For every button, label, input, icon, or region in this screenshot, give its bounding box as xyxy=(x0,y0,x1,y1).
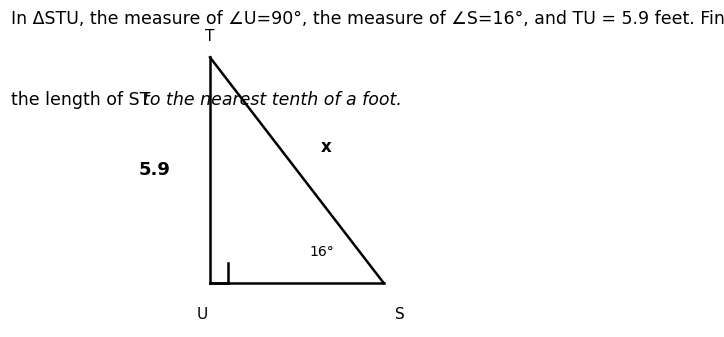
Text: x: x xyxy=(321,137,331,156)
Text: T: T xyxy=(206,29,214,44)
Text: In ΔSTU, the measure of ∠U=90°, the measure of ∠S=16°, and TU = 5.9 feet. Find: In ΔSTU, the measure of ∠U=90°, the meas… xyxy=(11,10,724,28)
Text: the length of ST: the length of ST xyxy=(11,91,156,109)
Text: 16°: 16° xyxy=(310,245,334,259)
Text: 5.9: 5.9 xyxy=(138,161,170,179)
Text: to the nearest tenth of a foot.: to the nearest tenth of a foot. xyxy=(143,91,402,109)
Text: S: S xyxy=(395,307,404,322)
Text: U: U xyxy=(197,307,209,322)
